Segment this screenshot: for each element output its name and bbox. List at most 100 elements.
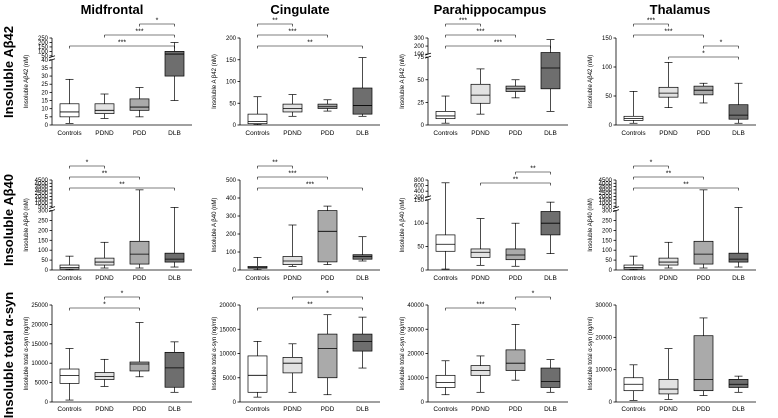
significance-label: **	[666, 171, 672, 178]
significance-label: ***	[306, 182, 314, 189]
y-tick-label: 5000	[223, 376, 237, 382]
y-tick-label: 0	[45, 123, 49, 129]
box-controls: Controls	[621, 255, 646, 282]
box-pdd: PDD	[505, 222, 526, 282]
x-tick-label: PDND	[95, 406, 114, 413]
y-tick-label: 20000	[595, 335, 612, 341]
box-dlb: DLB	[164, 207, 185, 282]
iqr-box	[693, 240, 714, 265]
y-tick-label: 50	[605, 258, 612, 264]
y-tick-label: 40	[41, 58, 48, 64]
y-tick-label: 0	[421, 123, 425, 129]
iqr-box	[728, 252, 749, 263]
x-tick-label: Controls	[621, 406, 646, 413]
box-pdd: PDD	[505, 324, 526, 413]
iqr-box	[317, 103, 338, 109]
significance-bracket: *	[139, 18, 175, 27]
y-tick-label: 30	[41, 74, 48, 80]
x-tick-label: PDD	[509, 130, 523, 137]
x-tick-label: DLB	[168, 406, 181, 413]
x-tick-label: PDD	[697, 275, 711, 282]
x-tick-label: PDD	[133, 275, 147, 282]
y-tick-label: 200	[226, 232, 237, 238]
iqr-box	[435, 111, 456, 120]
y-tick-label: 150	[38, 45, 49, 51]
x-tick-label: DLB	[356, 275, 369, 282]
significance-bracket: ***	[445, 302, 516, 311]
panel-2-2: 0 10000 20000 30000 40000 Insoluble total α-s…	[400, 291, 568, 413]
x-tick-label: Controls	[57, 275, 82, 282]
y-tick-label: 3000	[35, 188, 49, 194]
significance-bracket: **	[257, 18, 293, 27]
y-tick-label: 1500	[599, 198, 613, 204]
column-title-thalamus: Thalamus	[650, 2, 711, 17]
significance-bracket: **	[69, 171, 140, 180]
iqr-box	[59, 103, 80, 118]
y-axis-label: Insoluble A β42 (nM)	[212, 54, 218, 109]
box-controls: Controls	[433, 360, 458, 413]
y-tick-label: 0	[421, 268, 425, 274]
iqr-box	[658, 379, 679, 395]
iqr-box	[282, 256, 303, 265]
iqr-box	[352, 333, 373, 352]
y-tick-label: 25	[417, 100, 424, 106]
box-pdnd: PDND	[282, 224, 303, 282]
y-tick-label: 25	[41, 82, 48, 88]
x-tick-label: DLB	[732, 130, 745, 137]
significance-label: *	[650, 160, 653, 167]
significance-label: **	[683, 182, 689, 189]
y-tick-label: 15	[41, 99, 48, 105]
significance-bracket: *	[703, 40, 739, 49]
box-controls: Controls	[433, 182, 458, 282]
box-controls: Controls	[57, 348, 82, 413]
y-tick-label: 200	[38, 40, 49, 46]
x-tick-label: PDD	[133, 130, 147, 137]
x-tick-label: PDND	[659, 130, 678, 137]
y-tick-label: 300	[38, 209, 49, 215]
y-tick-label: 2500	[599, 191, 613, 197]
y-tick-label: 5	[45, 115, 49, 121]
y-tick-label: 20000	[219, 303, 236, 309]
y-tick-label: 35	[41, 66, 48, 72]
box-controls: Controls	[621, 91, 646, 137]
y-tick-label: 150	[602, 238, 613, 244]
x-tick-label: Controls	[433, 406, 458, 413]
axis-break-mark	[48, 55, 56, 59]
significance-label: **	[119, 182, 125, 189]
significance-bracket: ***	[445, 29, 516, 38]
y-axis-label: Insoluble Aβ40 (nM)	[24, 198, 30, 251]
iqr-box	[658, 257, 679, 266]
y-axis-label: Insoluble Aβ40 (nM)	[588, 198, 594, 251]
x-tick-label: PDND	[471, 275, 490, 282]
box-pdnd: PDND	[94, 358, 115, 413]
x-tick-label: Controls	[621, 275, 646, 282]
iqr-box	[282, 103, 303, 113]
iqr-box	[94, 257, 115, 266]
y-tick-label: 50	[605, 94, 612, 100]
y-tick-label: 10000	[595, 368, 612, 374]
y-tick-label: 20	[41, 90, 48, 96]
y-axis-label: Insoluble A β40 (nM)	[400, 198, 406, 253]
iqr-box	[129, 98, 150, 111]
x-tick-label: PDD	[509, 406, 523, 413]
panel-1-0: 0 50 100 150 200 250 3005001000150020002500300…	[24, 160, 192, 282]
y-tick-label: 50	[417, 78, 424, 84]
significance-bracket: *	[515, 291, 551, 300]
iqr-box	[59, 368, 80, 384]
y-tick-label: 20000	[407, 352, 424, 358]
iqr-box	[317, 210, 338, 263]
y-tick-label: 50	[41, 258, 48, 264]
y-tick-label: 15000	[31, 342, 48, 348]
iqr-box	[540, 367, 561, 388]
iqr-box	[59, 264, 80, 270]
significance-bracket: *	[104, 291, 140, 300]
box-pdnd: PDND	[658, 348, 679, 413]
y-tick-label: 500	[602, 204, 613, 210]
x-tick-label: PDND	[283, 275, 302, 282]
panel-2-1: 0 5000 10000 15000 20000 Insoluble total α-sy…	[212, 291, 380, 413]
significance-label: ***	[135, 29, 143, 36]
panel-0-3: 0 50 100 150 Insoluble Aβ42 (nM) Controls PDND…	[588, 18, 756, 137]
x-tick-label: DLB	[544, 406, 557, 413]
y-tick-label: 10000	[219, 352, 236, 358]
x-tick-label: DLB	[168, 275, 181, 282]
